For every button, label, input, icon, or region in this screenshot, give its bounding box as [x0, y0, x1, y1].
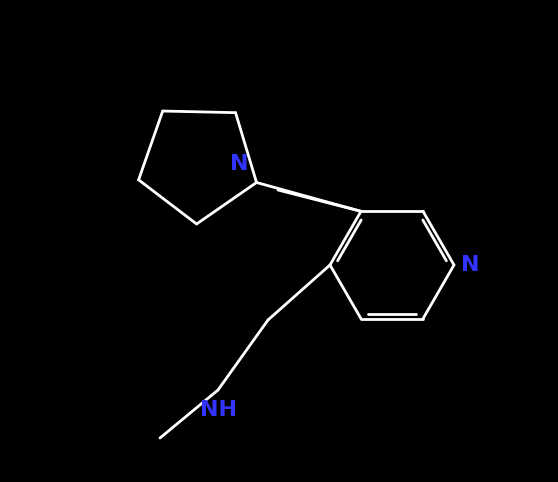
Text: N: N	[461, 255, 479, 275]
Text: NH: NH	[200, 400, 237, 420]
Text: N: N	[230, 155, 248, 174]
